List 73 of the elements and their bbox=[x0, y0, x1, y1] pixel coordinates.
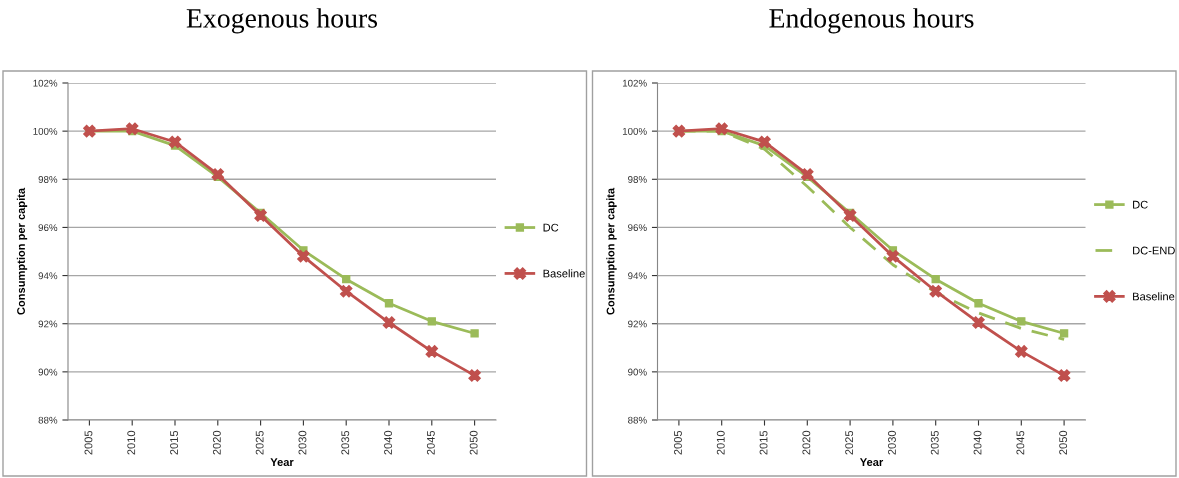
point bbox=[715, 122, 728, 135]
x-tick-label: 2035 bbox=[930, 430, 939, 455]
point bbox=[843, 209, 857, 222]
point bbox=[382, 316, 396, 329]
point bbox=[931, 275, 940, 284]
x-tick-label: 2040 bbox=[384, 430, 392, 455]
point bbox=[758, 135, 771, 149]
point bbox=[972, 316, 985, 329]
point bbox=[384, 299, 394, 308]
legend-label: Baseline bbox=[1133, 292, 1175, 301]
y-tick-label: 88% bbox=[38, 416, 58, 424]
legend-label: DC bbox=[543, 223, 559, 232]
point bbox=[254, 209, 267, 222]
x-tick-label: 2025 bbox=[255, 430, 264, 455]
x-tick-label: 2020 bbox=[212, 430, 221, 455]
y-tick-label: 94% bbox=[628, 272, 647, 280]
y-tick-label: 92% bbox=[38, 320, 58, 328]
chart-title: Endogenous hours bbox=[769, 8, 974, 34]
x-tick-label: 2015 bbox=[759, 430, 768, 455]
legend-label: Baseline bbox=[543, 269, 585, 278]
y-tick-label: 92% bbox=[628, 320, 647, 328]
y-tick-label: 100% bbox=[33, 127, 58, 135]
point bbox=[342, 275, 351, 284]
point bbox=[1017, 317, 1026, 326]
x-tick-label: 2040 bbox=[973, 430, 982, 455]
x-tick-label: 2045 bbox=[426, 430, 435, 455]
point bbox=[886, 250, 900, 263]
point bbox=[468, 369, 481, 382]
y-tick-label: 96% bbox=[38, 224, 58, 232]
point bbox=[974, 299, 983, 308]
y-tick-label: 94% bbox=[38, 272, 58, 280]
x-tick-label: 2015 bbox=[170, 430, 178, 455]
legend-label: DC-END bbox=[1133, 246, 1175, 255]
y-tick-label: 100% bbox=[622, 127, 647, 135]
point bbox=[297, 250, 310, 263]
x-tick-label: 2010 bbox=[716, 430, 725, 455]
y-axis-title: Consumption per capita bbox=[16, 187, 28, 315]
x-tick-label: 2050 bbox=[1059, 430, 1068, 455]
x-tick-label: 2005 bbox=[84, 430, 93, 455]
x-axis-title: Year bbox=[859, 458, 884, 467]
y-tick-label: 102% bbox=[33, 79, 58, 87]
point bbox=[470, 329, 479, 338]
x-axis-title: Year bbox=[270, 458, 294, 467]
chart-title: Exogenous hours bbox=[186, 8, 378, 34]
point bbox=[801, 168, 814, 181]
x-tick-label: 2020 bbox=[802, 430, 811, 455]
y-tick-label: 102% bbox=[622, 79, 647, 87]
point bbox=[425, 345, 439, 358]
point bbox=[1057, 369, 1071, 382]
point bbox=[339, 284, 353, 298]
point bbox=[168, 135, 182, 149]
legend-label: DC bbox=[1133, 200, 1148, 209]
point bbox=[1015, 345, 1028, 358]
y-tick-label: 98% bbox=[628, 176, 647, 183]
y-tick-label: 90% bbox=[38, 368, 58, 376]
x-tick-label: 2030 bbox=[298, 430, 307, 455]
point bbox=[125, 122, 139, 135]
y-axis-title: Consumption per capita bbox=[606, 187, 617, 315]
point bbox=[1059, 329, 1069, 338]
point bbox=[211, 168, 225, 181]
y-tick-label: 96% bbox=[628, 224, 647, 232]
point bbox=[427, 317, 436, 326]
x-tick-label: 2035 bbox=[341, 430, 350, 455]
y-tick-label: 90% bbox=[628, 368, 647, 376]
x-tick-label: 2050 bbox=[469, 430, 478, 455]
y-tick-label: 88% bbox=[628, 416, 647, 424]
x-tick-label: 2025 bbox=[845, 430, 854, 455]
x-tick-label: 2030 bbox=[888, 430, 896, 455]
x-tick-label: 2045 bbox=[1016, 430, 1025, 455]
point bbox=[929, 284, 942, 298]
x-tick-label: 2005 bbox=[674, 430, 682, 455]
x-tick-label: 2010 bbox=[127, 430, 136, 455]
y-tick-label: 98% bbox=[38, 176, 58, 183]
